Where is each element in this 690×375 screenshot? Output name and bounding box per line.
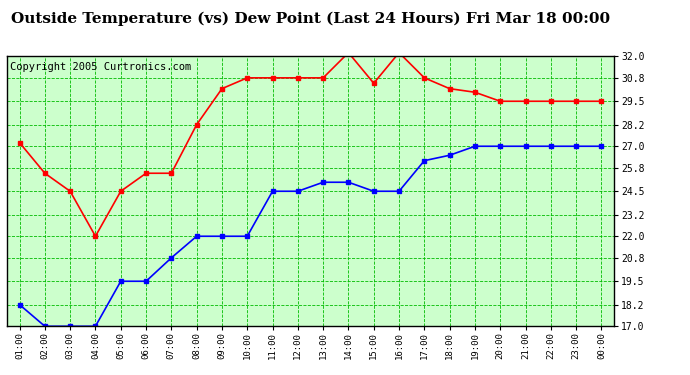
Text: Outside Temperature (vs) Dew Point (Last 24 Hours) Fri Mar 18 00:00: Outside Temperature (vs) Dew Point (Last… [11, 11, 610, 26]
Text: Copyright 2005 Curtronics.com: Copyright 2005 Curtronics.com [10, 62, 191, 72]
